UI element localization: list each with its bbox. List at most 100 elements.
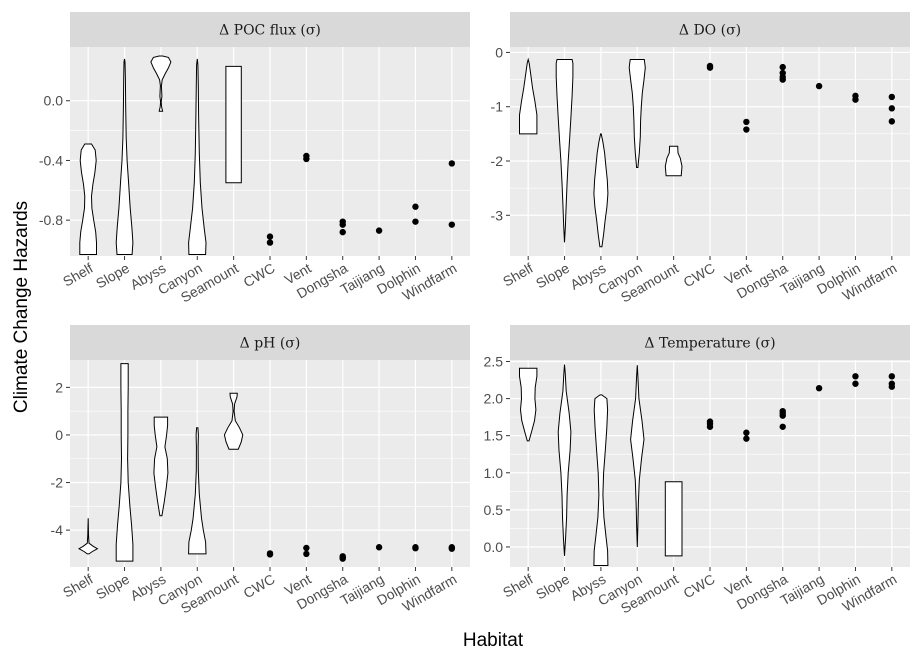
- data-point-dolphin: [412, 545, 419, 552]
- violin-slope: [115, 58, 134, 255]
- data-point-dolphin: [412, 218, 419, 225]
- x-tick-label: Slope: [93, 571, 132, 603]
- data-point-dolphin: [852, 373, 859, 380]
- y-tick-label: -3: [491, 207, 504, 223]
- facet-panel-1: Δ POC flux (σ)-0.8-0.40.0ShelfSlopeAbyss…: [39, 12, 470, 306]
- data-point-dongsha: [779, 76, 786, 83]
- x-tick-label: Slope: [93, 260, 132, 292]
- data-point-taijiang: [375, 544, 383, 551]
- violin-seamount: [664, 145, 683, 177]
- y-axis-title: Climate Change Hazards: [11, 201, 32, 413]
- y-tick-label: 1.5: [484, 428, 504, 444]
- facet-panel-2: Δ DO (σ)-3-2-10ShelfSlopeAbyssCanyonSeam…: [491, 12, 910, 306]
- facet-strip: [510, 325, 910, 360]
- data-point-dongsha: [779, 423, 786, 430]
- y-tick-label: 0.0: [44, 93, 64, 109]
- data-point-dolphin: [412, 203, 419, 210]
- violin-abyss: [150, 55, 172, 112]
- data-point-vent: [743, 126, 750, 133]
- data-point-windfarm: [888, 380, 896, 387]
- x-tick-label: CWC: [241, 571, 278, 602]
- violin-shelf: [79, 143, 97, 255]
- x-tick-label: Shelf: [60, 571, 96, 601]
- y-tick-label: -2: [491, 153, 504, 169]
- data-point-windfarm: [448, 160, 456, 167]
- violin-shelf: [77, 518, 99, 555]
- x-tick-label: Slope: [533, 260, 572, 292]
- violin-abyss: [593, 133, 609, 248]
- data-point-windfarm: [448, 545, 456, 552]
- x-tick-label: CWC: [241, 260, 278, 291]
- x-tick-label: Shelf: [500, 260, 536, 290]
- data-point-cwc: [266, 239, 274, 246]
- data-point-dongsha: [779, 63, 786, 71]
- violin-shelf: [519, 367, 538, 442]
- data-point-cwc: [266, 233, 274, 240]
- facet-title: Δ Temperature (σ): [644, 336, 775, 352]
- data-point-dongsha: [779, 407, 786, 415]
- violin-slope: [555, 59, 574, 243]
- data-point-dongsha: [339, 221, 346, 228]
- data-point-windfarm: [448, 221, 456, 228]
- data-point-dongsha: [339, 555, 346, 562]
- x-tick-label: Slope: [533, 571, 572, 603]
- y-tick-label: 0.5: [484, 502, 504, 518]
- y-tick-label: 0.0: [484, 539, 504, 555]
- x-tick-label: Shelf: [500, 571, 536, 601]
- y-tick-label: -0.8: [39, 212, 63, 228]
- violin-seamount: [225, 65, 242, 184]
- violin-abyss: [153, 416, 169, 517]
- data-point-cwc: [706, 418, 714, 425]
- data-point-dongsha: [339, 228, 346, 236]
- data-point-cwc: [266, 551, 274, 558]
- data-point-dolphin: [852, 380, 859, 387]
- x-tick-label: CWC: [681, 571, 718, 602]
- data-point-taijiang: [375, 227, 383, 234]
- x-tick-label: CWC: [681, 260, 718, 291]
- violin-seamount: [223, 392, 244, 450]
- violin-slope: [557, 364, 572, 556]
- data-point-vent: [743, 435, 750, 442]
- data-point-vent: [303, 544, 310, 552]
- violin-canyon: [188, 58, 207, 255]
- data-point-vent: [303, 550, 310, 558]
- facet-title: Δ POC flux (σ): [219, 23, 321, 39]
- data-point-windfarm: [888, 93, 896, 101]
- facet-strip: [510, 12, 910, 47]
- y-tick-label: 0: [55, 427, 63, 443]
- violin-shelf: [519, 57, 538, 135]
- data-point-windfarm: [888, 373, 896, 380]
- data-point-cwc: [706, 64, 714, 71]
- y-tick-label: -0.4: [39, 152, 63, 168]
- x-axis-title: Habitat: [463, 630, 524, 651]
- data-point-dolphin: [852, 96, 859, 103]
- data-point-windfarm: [888, 118, 896, 125]
- data-point-taijiang: [815, 82, 823, 90]
- violin-canyon: [188, 427, 207, 555]
- facet-strip: [70, 12, 470, 47]
- x-tick-label: Shelf: [60, 260, 96, 290]
- data-point-vent: [743, 118, 750, 126]
- y-tick-label: -2: [51, 475, 64, 491]
- data-point-windfarm: [888, 105, 896, 112]
- violin-slope: [115, 363, 134, 562]
- data-point-vent: [303, 155, 310, 163]
- y-tick-label: 2: [55, 379, 63, 395]
- y-tick-label: 2.5: [484, 353, 504, 369]
- facet-title: Δ DO (σ): [679, 23, 741, 39]
- violin-seamount: [664, 481, 683, 557]
- y-tick-label: 1.0: [484, 465, 504, 481]
- y-tick-label: -4: [51, 522, 64, 538]
- data-point-vent: [743, 429, 750, 436]
- facet-title: Δ pH (σ): [240, 336, 301, 352]
- facet-panel-4: Δ Temperature (σ) 0.0 0.5 1.0 1.5 2.0 2.5 Shelf…: [484, 325, 910, 617]
- violin-canyon: [630, 365, 645, 548]
- y-tick-label: 2.0: [484, 391, 504, 407]
- facet-strip: [70, 325, 470, 360]
- data-point-taijiang: [815, 384, 823, 392]
- violin-canyon: [628, 59, 646, 168]
- y-tick-label: 0: [495, 44, 503, 60]
- y-tick-label: -1: [491, 99, 504, 115]
- violin-abyss: [593, 394, 609, 566]
